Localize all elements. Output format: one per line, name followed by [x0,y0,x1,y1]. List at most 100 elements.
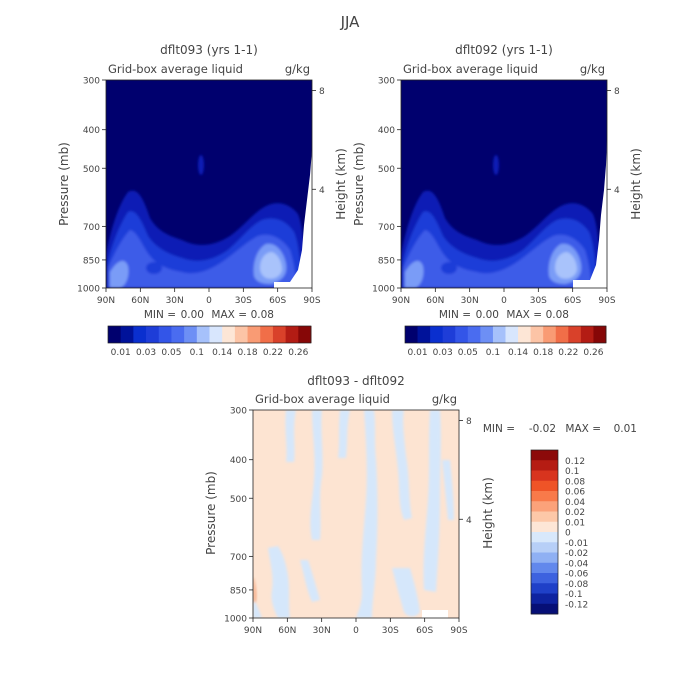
y-tick-label: 850 [83,256,100,266]
colorbar-swatch [442,326,456,343]
liquid-field-heatmap [401,80,607,288]
colorbar-swatch [455,326,469,343]
colorbar-swatch [467,326,481,343]
y2-tick-label: 4 [319,186,325,196]
colorbar-swatch [492,326,506,343]
colorbar-swatch [531,542,558,553]
colorbar-swatch [298,326,312,343]
axis-ticks: 90N 60N 30N 0 30S 60S 90S 300 400 500 700 850 1000 8 4 [77,77,325,307]
stat-min-value: 0.00 [181,309,204,321]
figure-title: JJA [340,13,361,31]
colorbar-label: -0.04 [565,559,589,569]
colorbar-swatch [593,326,607,343]
colorbar-swatch [531,491,558,502]
colorbar-label: 0.06 [565,488,585,498]
colorbar-swatch [531,511,558,523]
liquid-field-heatmap [106,80,312,288]
panel-title: dflt093 - dflt092 [307,374,405,388]
colorbar: 0.01 0.03 0.05 0.1 0.14 0.18 0.22 0.26 [404,325,607,358]
x-tick-label: 0 [501,296,507,306]
colorbar-swatch [531,573,558,584]
colorbar-swatch [417,326,431,343]
colorbar-label: -0.06 [565,570,589,580]
contour-negative [268,546,290,618]
x-tick-label: 90S [303,296,320,306]
colorbar-swatch [196,326,210,343]
x-tick-label: 90N [392,296,410,306]
colorbar-swatch [531,532,558,543]
x-tick-label: 30N [461,296,479,306]
colorbar-swatch [555,326,569,343]
zero-region [422,610,448,618]
panel-units: g/kg [285,62,310,76]
colorbar-swatch [531,603,558,615]
y-tick-label: 1000 [372,285,395,295]
colorbar-label: 0.01 [408,348,428,358]
y-axis-label: Pressure (mb) [57,142,71,226]
zero-region [274,80,312,288]
x-tick-label: 90N [244,626,262,636]
colorbar: 0.120.10.080.060.040.020.010-0.01-0.02-0… [530,449,589,615]
x-tick-label: 90S [450,626,467,636]
y2-axis-label: Height (km) [629,148,643,219]
colorbar-swatch [531,593,558,605]
colorbar-label: 0.14 [508,348,528,358]
colorbar-swatch [120,326,134,343]
contour-level-5 [555,252,577,279]
colorbar-label: 0.18 [238,348,258,358]
colorbar-swatch [531,480,558,492]
y2-tick-label: 4 [614,186,620,196]
y-tick-label: 700 [378,223,395,233]
colorbar-label: -0.08 [565,580,589,590]
stat-max-label: MAX = [565,423,601,435]
negative-contours [253,410,454,618]
y2-tick-label: 8 [466,417,472,427]
contour-level-4 [405,243,582,288]
colorbar-swatch [209,326,223,343]
colorbar-swatch [133,326,147,343]
colorbar-swatch [405,326,418,343]
colorbar-label: 0.04 [565,498,585,508]
panel-dflt093: dflt093 (yrs 1-1) Grid-box average liqui… [57,43,348,358]
colorbar-label: 0.02 [565,508,585,518]
colorbar-swatch [480,326,494,343]
x-tick-label: 0 [206,296,212,306]
colorbar-label: 0.22 [558,348,578,358]
y-tick-label: 400 [230,456,247,466]
stat-min-value: 0.00 [476,309,499,321]
zero-region [573,80,607,288]
y-tick-label: 500 [83,165,100,175]
colorbar-swatch [184,326,198,343]
colorbar-swatch [580,326,594,343]
y-tick-label: 400 [83,126,100,136]
colorbar-label: 0.03 [136,348,156,358]
colorbar-label: 0.03 [433,348,453,358]
colorbar-label: 0.08 [565,477,585,487]
colorbar-swatch [146,326,160,343]
x-tick-label: 60S [269,296,286,306]
colorbar-label: 0.1 [565,467,579,477]
colorbar-swatch [260,326,274,343]
contour-cell-equator [198,155,204,175]
x-tick-label: 90S [598,296,615,306]
y2-axis-label: Height (km) [481,477,495,548]
contour-level-4 [110,243,287,288]
colorbar-label: -0.01 [565,539,588,549]
panel-subtitle: Grid-box average liquid [403,62,538,76]
colorbar: 0.01 0.03 0.05 0.1 0.14 0.18 0.22 0.26 [107,325,312,358]
stat-min-label: MIN = [439,309,471,321]
axis-ticks: 90N 60N 30N 0 30S 60S 90S 300 400 500 700 850 1000 8 4 [372,77,620,307]
colorbar-swatch [531,583,558,594]
panel-subtitle: Grid-box average liquid [255,392,390,406]
colorbar-label: 0.01 [111,348,131,358]
colorbar-label: 0 [565,529,571,539]
x-tick-label: 0 [353,626,359,636]
y-axis-label: Pressure (mb) [352,142,366,226]
field-contours [106,155,306,288]
colorbar-swatch [285,326,299,343]
stat-max-value: 0.08 [251,309,274,321]
colorbar-frame [107,325,312,344]
y2-axis-label: Height (km) [334,148,348,219]
y2-tick-label: 4 [466,516,472,526]
y-tick-label: 300 [230,407,247,417]
